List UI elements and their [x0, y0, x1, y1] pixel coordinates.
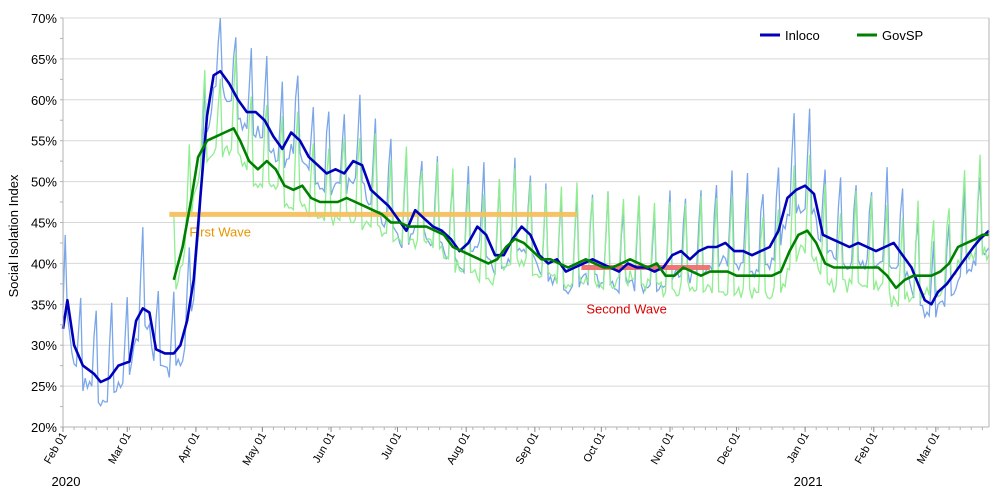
y-tick-label: 55%: [31, 134, 57, 149]
year-label: 2021: [794, 474, 823, 489]
y-tick-label: 20%: [31, 420, 57, 435]
y-axis-label: Social Isolation Index: [6, 174, 21, 297]
y-tick-label: 45%: [31, 216, 57, 231]
x-tick-label: May 01: [241, 431, 269, 468]
grid-lines: [63, 17, 989, 428]
wave-label-1: First Wave: [189, 224, 251, 239]
x-tick-label: Feb 01: [42, 431, 70, 467]
x-tick-label: Jul 01: [379, 431, 404, 462]
y-tick-label: 30%: [31, 338, 57, 353]
x-tick-label: Sep 01: [514, 431, 542, 467]
legend-label-govsp: GovSP: [882, 28, 923, 43]
axes: [60, 17, 990, 430]
legend: Inloco GovSP: [760, 28, 923, 43]
x-tick-label: Jan 01: [785, 431, 812, 466]
y-tick-label: 25%: [31, 379, 57, 394]
y-tick-label: 40%: [31, 256, 57, 271]
y-tick-labels: 20% 25% 30% 35% 40% 45% 50% 55% 60% 65% 70%: [31, 11, 57, 435]
smoothed-series: [61, 69, 990, 384]
y-tick-label: 35%: [31, 297, 57, 312]
x-tick-label: Mar 01: [106, 431, 134, 467]
x-tick-label: Jun 01: [311, 431, 338, 466]
y-tick-label: 50%: [31, 175, 57, 190]
raw-line-govsp: [173, 52, 990, 308]
series-line-inloco: [61, 69, 990, 384]
x-tick-label: Aug 01: [445, 431, 473, 467]
year-label: 2020: [52, 474, 81, 489]
x-tick-labels: Feb 01 Mar 01 Apr 01 May 01 Jun 01 Jul 01 Aug …: [42, 427, 942, 489]
x-tick-label: Dec 01: [715, 431, 743, 467]
x-tick-label: Feb 01: [853, 431, 881, 467]
series-line-govsp: [172, 127, 989, 290]
y-tick-label: 65%: [31, 52, 57, 67]
y-tick-label: 70%: [31, 11, 57, 26]
wave-label-2: Second Wave: [586, 301, 666, 316]
y-tick-label: 60%: [31, 93, 57, 108]
x-tick-label: Oct 01: [581, 431, 608, 465]
x-tick-label: Nov 01: [649, 431, 677, 467]
daily-raw-series: [62, 17, 990, 408]
x-tick-label: Mar 01: [915, 431, 943, 467]
x-tick-label: Apr 01: [176, 431, 203, 465]
legend-label-inloco: Inloco: [785, 28, 820, 43]
